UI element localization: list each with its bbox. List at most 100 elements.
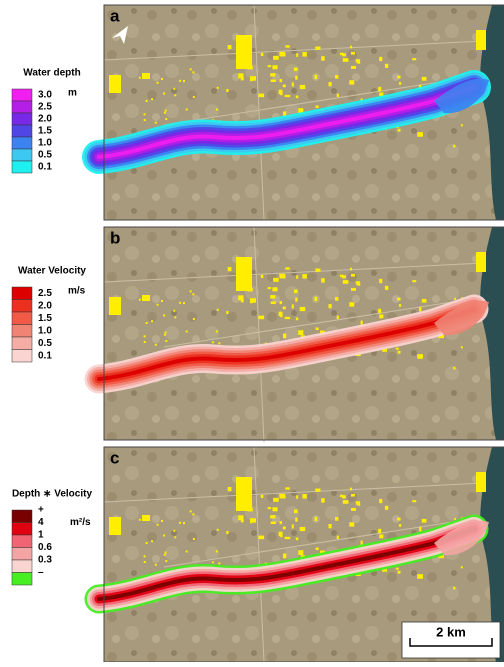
- building: [183, 80, 185, 82]
- building: [294, 510, 298, 514]
- legend-unit: m/s: [68, 286, 86, 297]
- legend-swatch: [12, 337, 32, 350]
- building: [139, 77, 141, 79]
- building: [250, 76, 256, 80]
- building: [279, 79, 282, 82]
- panel-label: b: [110, 228, 120, 247]
- building: [283, 85, 286, 88]
- building: [302, 494, 306, 499]
- building: [342, 53, 346, 56]
- building: [476, 472, 486, 492]
- legend-swatch: [12, 325, 32, 338]
- building: [270, 515, 275, 518]
- building: [226, 311, 228, 314]
- map-panel: b: [99, 227, 504, 442]
- building: [186, 330, 188, 332]
- building: [179, 302, 181, 304]
- building: [461, 346, 463, 348]
- building: [226, 89, 228, 92]
- building: [379, 314, 383, 318]
- building: [144, 341, 146, 343]
- building: [238, 515, 243, 520]
- building: [163, 314, 165, 316]
- legend-label: 4: [38, 517, 44, 528]
- building: [321, 278, 325, 282]
- building: [296, 95, 298, 98]
- legend-label: 1.0: [38, 138, 52, 149]
- building: [292, 524, 294, 528]
- building: [343, 280, 349, 284]
- building: [270, 73, 275, 76]
- building: [218, 562, 220, 564]
- building: [250, 298, 256, 302]
- legend-swatch: [12, 350, 32, 363]
- building: [261, 275, 264, 278]
- legend-label: 1.5: [38, 313, 52, 324]
- legend-title: Depth ∗ Velocity: [12, 489, 93, 500]
- building: [343, 500, 349, 504]
- building: [164, 554, 166, 556]
- building: [217, 529, 219, 531]
- building: [315, 269, 320, 272]
- building: [295, 518, 297, 522]
- building: [379, 279, 382, 283]
- building: [216, 108, 218, 110]
- building: [228, 45, 232, 49]
- building: [412, 58, 416, 60]
- building: [165, 332, 167, 334]
- building: [270, 295, 275, 298]
- building: [342, 275, 346, 278]
- building: [279, 52, 285, 56]
- building: [343, 58, 349, 62]
- building: [157, 524, 159, 526]
- building: [151, 98, 153, 100]
- building: [174, 94, 176, 96]
- legend-label: 3.0: [38, 90, 52, 101]
- building: [236, 477, 252, 511]
- building: [295, 76, 297, 80]
- building: [316, 327, 319, 330]
- building: [258, 94, 264, 98]
- building: [272, 287, 277, 291]
- building: [398, 129, 401, 132]
- building: [399, 524, 401, 527]
- building: [279, 532, 283, 537]
- building: [165, 118, 167, 120]
- building: [329, 82, 332, 86]
- building: [279, 301, 282, 304]
- building: [298, 550, 303, 555]
- legend-label: 0.1: [38, 350, 52, 361]
- building: [461, 566, 463, 568]
- building: [396, 348, 399, 350]
- legend-swatch: [12, 113, 32, 125]
- legend-label: 0.5: [38, 338, 52, 349]
- panel-label: a: [110, 6, 120, 25]
- building: [279, 521, 282, 524]
- building: [218, 342, 220, 344]
- building: [285, 317, 291, 319]
- building: [300, 527, 306, 531]
- building: [296, 317, 298, 320]
- legend-swatch: [12, 89, 32, 101]
- building: [422, 77, 427, 81]
- building: [190, 290, 192, 292]
- building: [399, 304, 401, 307]
- building: [157, 304, 159, 306]
- building: [238, 73, 243, 78]
- panel-label: c: [110, 448, 119, 467]
- legend-label: 1.5: [38, 126, 52, 137]
- legend-swatch: [12, 560, 32, 573]
- building: [361, 541, 363, 545]
- building: [165, 560, 167, 562]
- building: [283, 307, 286, 310]
- building: [163, 92, 165, 94]
- building: [378, 87, 381, 91]
- building: [453, 367, 455, 369]
- building: [315, 75, 318, 79]
- building: [295, 298, 297, 302]
- building: [412, 500, 416, 502]
- building: [302, 274, 306, 279]
- building: [294, 68, 298, 72]
- building: [351, 274, 355, 277]
- building: [417, 354, 423, 359]
